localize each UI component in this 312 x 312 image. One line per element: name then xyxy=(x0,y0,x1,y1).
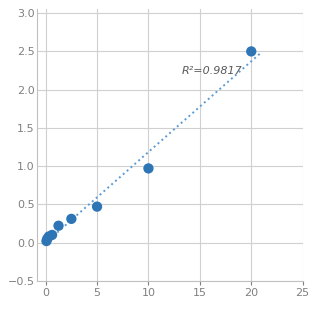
Point xyxy=(56,223,61,228)
Point xyxy=(95,204,100,209)
Point xyxy=(44,239,49,244)
Point xyxy=(69,216,74,221)
Text: R²=0.9817: R²=0.9817 xyxy=(181,66,242,76)
Point xyxy=(45,236,50,241)
Point xyxy=(50,232,55,237)
Point xyxy=(249,49,254,54)
Point xyxy=(146,166,151,171)
Point xyxy=(46,234,51,239)
